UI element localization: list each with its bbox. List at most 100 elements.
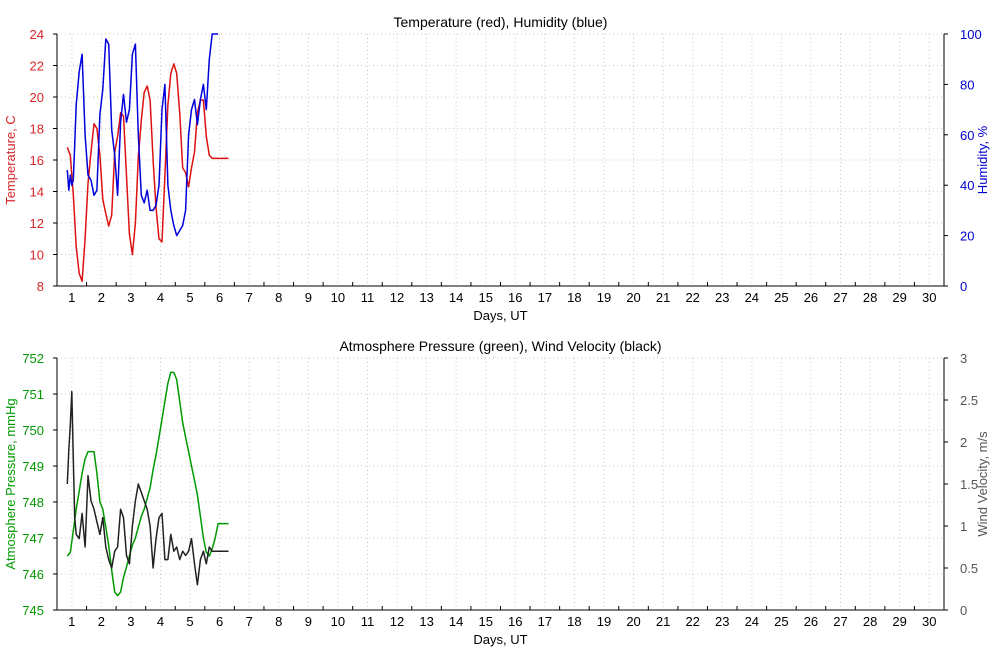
x-tick-label: 1 xyxy=(68,290,75,305)
x-tick-label: 8 xyxy=(275,290,282,305)
pressure-wind-y-axis-label: Atmosphere Pressure, mmHg xyxy=(3,398,18,569)
x-tick-label: 27 xyxy=(833,614,847,629)
x-tick-label: 19 xyxy=(597,614,611,629)
x-tick-label: 15 xyxy=(478,290,492,305)
x-tick-label: 29 xyxy=(892,290,906,305)
x-tick-label: 22 xyxy=(685,290,699,305)
x-tick-label: 30 xyxy=(922,614,936,629)
temp-humidity-grid xyxy=(57,33,944,287)
x-tick-label: 14 xyxy=(449,290,463,305)
x-tick-label: 6 xyxy=(216,290,223,305)
x-tick-label: 6 xyxy=(216,614,223,629)
x-tick-label: 13 xyxy=(419,614,433,629)
y2-tick-label: 2 xyxy=(960,435,967,450)
x-tick-label: 20 xyxy=(626,614,640,629)
x-tick-label: 26 xyxy=(804,290,818,305)
y-tick-label: 750 xyxy=(22,423,44,438)
x-tick-label: 10 xyxy=(331,290,345,305)
temp-humidity-title: Temperature (red), Humidity (blue) xyxy=(394,14,608,30)
y-tick-label: 751 xyxy=(22,387,44,402)
humidity-series-line xyxy=(66,33,219,237)
y-tick-label: 22 xyxy=(30,59,44,74)
x-tick-label: 28 xyxy=(863,614,877,629)
x-tick-label: 5 xyxy=(186,614,193,629)
x-tick-label: 12 xyxy=(390,290,404,305)
y2-tick-label: 0 xyxy=(960,279,967,294)
y2-tick-label: 40 xyxy=(960,178,974,193)
x-tick-label: 10 xyxy=(331,614,345,629)
pressure-wind-grid xyxy=(57,357,944,611)
x-tick-label: 20 xyxy=(626,290,640,305)
x-tick-label: 15 xyxy=(478,614,492,629)
x-tick-label: 21 xyxy=(656,290,670,305)
x-tick-label: 5 xyxy=(186,290,193,305)
x-tick-label: 24 xyxy=(745,614,759,629)
y-tick-label: 747 xyxy=(22,531,44,546)
y2-tick-label: 20 xyxy=(960,229,974,244)
x-tick-label: 7 xyxy=(246,614,253,629)
temp-humidity-chart: 1 2 3 4 5 6 7 8 9 10 11 12 13 14 15 16 17 18 19 20 21 22 23 24 2… xyxy=(3,14,990,323)
x-tick-label: 16 xyxy=(508,290,522,305)
y-tick-label: 16 xyxy=(30,153,44,168)
y-tick-label: 24 xyxy=(30,27,44,42)
x-tick-label: 26 xyxy=(804,614,818,629)
x-tick-label: 28 xyxy=(863,290,877,305)
x-tick-label: 21 xyxy=(656,614,670,629)
y-tick-label: 746 xyxy=(22,567,44,582)
pressure-series-line xyxy=(66,371,229,597)
x-tick-label: 22 xyxy=(685,614,699,629)
x-tick-label: 23 xyxy=(715,290,729,305)
x-tick-label: 18 xyxy=(567,290,581,305)
y2-tick-label: 80 xyxy=(960,77,974,92)
pressure-wind-axes: 1 2 3 4 5 6 7 8 9 10 11 12 13 14 15 16 17 18 19 20 21 22 23 24 2… xyxy=(22,351,978,629)
y-tick-label: 18 xyxy=(30,122,44,137)
y-tick-label: 8 xyxy=(37,279,44,294)
x-tick-label: 14 xyxy=(449,614,463,629)
x-tick-label: 11 xyxy=(361,290,375,305)
x-tick-label: 30 xyxy=(922,290,936,305)
x-tick-label: 7 xyxy=(246,290,253,305)
x-tick-label: 23 xyxy=(715,614,729,629)
y2-tick-label: 1 xyxy=(960,519,967,534)
x-tick-label: 4 xyxy=(157,614,164,629)
temp-humidity-x-axis-label: Days, UT xyxy=(473,308,527,323)
x-tick-label: 8 xyxy=(275,614,282,629)
x-tick-label: 18 xyxy=(567,614,581,629)
pressure-wind-y2-axis-label: Wind Velocity, m/s xyxy=(975,431,990,537)
x-tick-label: 25 xyxy=(774,290,788,305)
x-tick-label: 24 xyxy=(745,290,759,305)
x-tick-label: 11 xyxy=(361,614,375,629)
x-tick-label: 1 xyxy=(68,614,75,629)
y2-tick-label: 0 xyxy=(960,603,967,618)
x-tick-label: 2 xyxy=(98,614,105,629)
pressure-wind-x-axis-label: Days, UT xyxy=(473,632,527,647)
pressure-wind-title: Atmosphere Pressure (green), Wind Veloci… xyxy=(339,338,661,354)
y-tick-label: 749 xyxy=(22,459,44,474)
x-tick-label: 27 xyxy=(833,290,847,305)
x-tick-label: 3 xyxy=(127,290,134,305)
x-tick-label: 2 xyxy=(98,290,105,305)
y2-tick-label: 60 xyxy=(960,128,974,143)
pressure-wind-chart: 1 2 3 4 5 6 7 8 9 10 11 12 13 14 15 16 17 18 19 20 21 22 23 24 2… xyxy=(3,338,990,647)
y2-tick-label: 1.5 xyxy=(960,477,978,492)
x-tick-label: 17 xyxy=(538,290,552,305)
y-tick-label: 745 xyxy=(22,603,44,618)
y2-tick-label: 3 xyxy=(960,351,967,366)
x-tick-label: 4 xyxy=(157,290,164,305)
x-tick-label: 12 xyxy=(390,614,404,629)
temp-humidity-y2-axis-label: Humidity, % xyxy=(975,125,990,194)
x-tick-label: 16 xyxy=(508,614,522,629)
x-tick-label: 9 xyxy=(305,290,312,305)
temp-humidity-axes: 1 2 3 4 5 6 7 8 9 10 11 12 13 14 15 16 17 18 19 20 21 22 23 24 2… xyxy=(30,27,982,305)
temp-humidity-y-axis-label: Temperature, C xyxy=(3,115,18,205)
x-tick-label: 13 xyxy=(419,290,433,305)
x-tick-label: 17 xyxy=(538,614,552,629)
y2-tick-label: 100 xyxy=(960,27,982,42)
y2-tick-label: 0.5 xyxy=(960,561,978,576)
y-tick-label: 748 xyxy=(22,495,44,510)
x-tick-label: 19 xyxy=(597,290,611,305)
y-tick-label: 10 xyxy=(30,248,44,263)
wind-series-line xyxy=(66,390,229,586)
y-tick-label: 14 xyxy=(30,185,44,200)
